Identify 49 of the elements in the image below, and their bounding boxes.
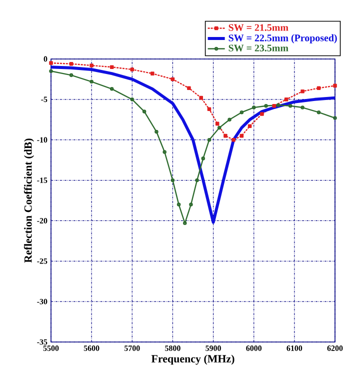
point bbox=[228, 118, 232, 122]
point bbox=[69, 62, 74, 66]
point bbox=[170, 77, 175, 82]
point bbox=[195, 178, 199, 182]
legend-label: SW = 21.5mm bbox=[228, 24, 288, 31]
point bbox=[288, 104, 292, 108]
point bbox=[300, 106, 304, 110]
point bbox=[90, 80, 94, 84]
point bbox=[130, 68, 134, 72]
point bbox=[150, 72, 154, 76]
point bbox=[272, 104, 276, 108]
point bbox=[300, 89, 304, 94]
point bbox=[154, 130, 158, 134]
point bbox=[110, 65, 114, 69]
point bbox=[217, 126, 222, 130]
point bbox=[170, 178, 175, 182]
point bbox=[130, 98, 134, 102]
x-axis-title: Frequency (MHz) bbox=[151, 354, 234, 365]
point bbox=[187, 86, 191, 90]
point bbox=[189, 202, 193, 206]
point bbox=[264, 104, 268, 108]
point bbox=[224, 134, 228, 138]
legend-label: SW = 22.5mm (Proposed) bbox=[228, 34, 337, 44]
point bbox=[69, 73, 74, 78]
point bbox=[110, 87, 114, 91]
point bbox=[49, 61, 53, 65]
point bbox=[207, 107, 212, 112]
point bbox=[201, 156, 206, 160]
point bbox=[182, 221, 187, 226]
point bbox=[248, 124, 252, 128]
point bbox=[142, 110, 146, 114]
point bbox=[207, 138, 212, 142]
point bbox=[252, 106, 256, 110]
point bbox=[199, 96, 204, 100]
y-axis-title: Reflection Coefficient (dB) bbox=[24, 138, 34, 263]
point bbox=[316, 110, 321, 114]
point bbox=[240, 110, 244, 114]
point bbox=[284, 98, 288, 102]
point bbox=[232, 138, 236, 142]
point bbox=[90, 64, 94, 68]
point bbox=[215, 122, 220, 126]
point bbox=[162, 150, 166, 154]
point bbox=[240, 134, 244, 138]
legend-label: SW = 23.5mm bbox=[228, 44, 288, 52]
point bbox=[333, 84, 337, 88]
point bbox=[316, 86, 321, 90]
point bbox=[176, 202, 181, 206]
point bbox=[260, 112, 264, 116]
point bbox=[276, 103, 280, 107]
